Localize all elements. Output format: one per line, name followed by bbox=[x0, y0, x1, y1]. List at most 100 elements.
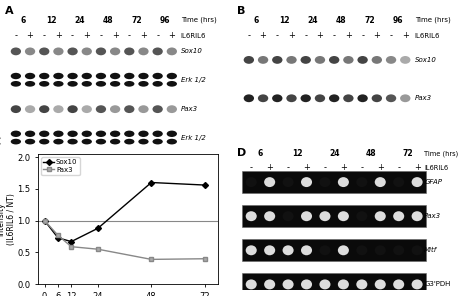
Text: Time (hrs): Time (hrs) bbox=[424, 150, 458, 157]
Ellipse shape bbox=[356, 211, 367, 221]
Ellipse shape bbox=[301, 279, 312, 289]
Ellipse shape bbox=[53, 131, 64, 137]
Ellipse shape bbox=[82, 139, 92, 144]
Ellipse shape bbox=[411, 211, 423, 221]
Text: G3'PDH: G3'PDH bbox=[424, 281, 451, 287]
Ellipse shape bbox=[110, 131, 120, 137]
Bar bbox=[242, 205, 426, 227]
Ellipse shape bbox=[286, 94, 297, 102]
Text: -: - bbox=[361, 31, 364, 40]
Ellipse shape bbox=[283, 211, 293, 221]
Text: 72: 72 bbox=[402, 149, 413, 158]
Text: +: + bbox=[317, 31, 323, 40]
Ellipse shape bbox=[264, 279, 275, 289]
Text: -: - bbox=[397, 163, 400, 172]
Text: +: + bbox=[402, 31, 409, 40]
Ellipse shape bbox=[301, 56, 311, 64]
Pax3 bbox=[68, 245, 74, 248]
Ellipse shape bbox=[96, 139, 106, 144]
Ellipse shape bbox=[25, 139, 35, 144]
Ellipse shape bbox=[372, 56, 382, 64]
Ellipse shape bbox=[343, 56, 354, 64]
Ellipse shape bbox=[110, 105, 120, 113]
Line: Sox10: Sox10 bbox=[43, 181, 207, 244]
Text: -: - bbox=[287, 163, 290, 172]
Ellipse shape bbox=[11, 73, 21, 79]
Ellipse shape bbox=[244, 56, 254, 64]
Text: +: + bbox=[340, 163, 347, 172]
Text: Sox10: Sox10 bbox=[415, 57, 437, 63]
Text: -: - bbox=[323, 163, 327, 172]
Ellipse shape bbox=[411, 177, 423, 187]
Ellipse shape bbox=[124, 73, 135, 79]
Text: +: + bbox=[83, 31, 90, 40]
Ellipse shape bbox=[386, 94, 396, 102]
Text: 48: 48 bbox=[336, 16, 346, 25]
Ellipse shape bbox=[39, 131, 49, 137]
Text: IL6RIL6: IL6RIL6 bbox=[415, 33, 440, 39]
Ellipse shape bbox=[393, 177, 404, 187]
Ellipse shape bbox=[400, 56, 410, 64]
Ellipse shape bbox=[264, 245, 275, 255]
Ellipse shape bbox=[393, 245, 404, 255]
Text: Erk 1/2: Erk 1/2 bbox=[181, 135, 206, 141]
Text: IL6RIL6: IL6RIL6 bbox=[181, 33, 206, 39]
Ellipse shape bbox=[301, 211, 312, 221]
Text: Erk 1/2: Erk 1/2 bbox=[181, 77, 206, 83]
Ellipse shape bbox=[39, 81, 49, 87]
Pax3 bbox=[148, 258, 154, 261]
Ellipse shape bbox=[244, 94, 254, 102]
Ellipse shape bbox=[375, 245, 386, 255]
Ellipse shape bbox=[338, 245, 349, 255]
Text: +: + bbox=[303, 163, 310, 172]
Ellipse shape bbox=[124, 131, 135, 137]
Ellipse shape bbox=[246, 279, 257, 289]
Text: Sox10: Sox10 bbox=[181, 48, 202, 54]
Sox10 bbox=[55, 236, 61, 239]
Text: -: - bbox=[333, 31, 336, 40]
Bar bbox=[242, 274, 426, 295]
Sox10 bbox=[42, 219, 47, 222]
Ellipse shape bbox=[153, 131, 163, 137]
Pax3 bbox=[95, 247, 101, 251]
Text: -: - bbox=[390, 31, 392, 40]
Ellipse shape bbox=[110, 81, 120, 87]
Bar bbox=[242, 171, 426, 193]
Ellipse shape bbox=[258, 56, 268, 64]
Ellipse shape bbox=[264, 177, 275, 187]
Ellipse shape bbox=[329, 94, 339, 102]
Text: 96: 96 bbox=[159, 16, 170, 25]
Text: 12: 12 bbox=[46, 16, 56, 25]
Ellipse shape bbox=[39, 139, 49, 144]
Text: -: - bbox=[360, 163, 363, 172]
Text: +: + bbox=[140, 31, 147, 40]
Ellipse shape bbox=[25, 131, 35, 137]
Text: 48: 48 bbox=[366, 149, 376, 158]
Ellipse shape bbox=[96, 81, 106, 87]
Ellipse shape bbox=[53, 81, 64, 87]
Ellipse shape bbox=[329, 56, 339, 64]
Text: 12: 12 bbox=[279, 16, 290, 25]
Ellipse shape bbox=[138, 105, 149, 113]
Ellipse shape bbox=[272, 94, 283, 102]
Ellipse shape bbox=[153, 105, 163, 113]
Ellipse shape bbox=[67, 131, 78, 137]
Text: +: + bbox=[345, 31, 352, 40]
Ellipse shape bbox=[356, 245, 367, 255]
Text: 72: 72 bbox=[131, 16, 142, 25]
Ellipse shape bbox=[375, 211, 386, 221]
Ellipse shape bbox=[53, 73, 64, 79]
Ellipse shape bbox=[338, 177, 349, 187]
Legend: Sox10, Pax3: Sox10, Pax3 bbox=[41, 157, 80, 175]
Ellipse shape bbox=[319, 279, 330, 289]
Ellipse shape bbox=[319, 211, 330, 221]
Ellipse shape bbox=[246, 211, 257, 221]
Text: 96: 96 bbox=[393, 16, 403, 25]
Ellipse shape bbox=[264, 211, 275, 221]
Ellipse shape bbox=[283, 177, 293, 187]
Ellipse shape bbox=[67, 81, 78, 87]
Ellipse shape bbox=[67, 105, 78, 113]
Ellipse shape bbox=[393, 211, 404, 221]
Ellipse shape bbox=[393, 279, 404, 289]
Ellipse shape bbox=[25, 47, 35, 55]
